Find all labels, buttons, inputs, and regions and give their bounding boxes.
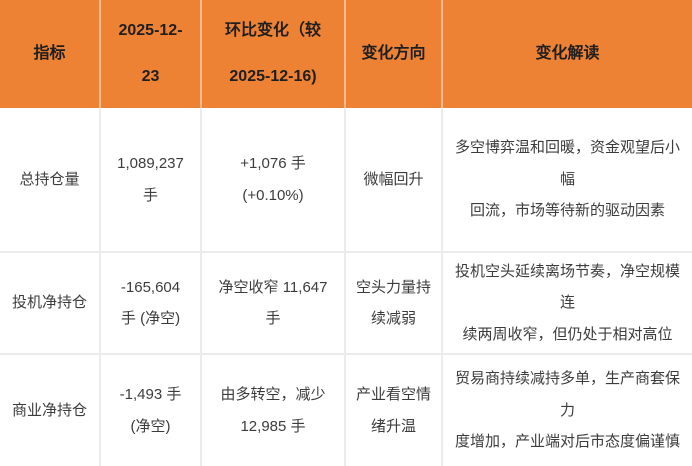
header-cell-wow-change: 环比变化（较 2025-12-16) xyxy=(202,0,346,108)
row-spec-net-interpretation: 投机空头延续离场节奏，净空规模连 续两周收窄，但仍处于相对高位 xyxy=(443,251,692,353)
row-total-oi-interpretation: 多空博弈温和回暖，资金观望后小幅 回流，市场等待新的驱动因素 xyxy=(454,139,680,220)
row-spec-net-direction: 空头力量持 续减弱 xyxy=(346,251,443,353)
row-spec-net-value: -165,604 手 (净空) xyxy=(101,251,202,353)
row-comm-net-indicator: 商业净持仓 xyxy=(0,353,101,466)
row-total-oi-value: 1,089,237 手 xyxy=(101,108,202,251)
header-cell-direction: 变化方向 xyxy=(346,0,443,108)
row-total-oi-indicator: 总持仓量 xyxy=(0,108,101,251)
row-comm-net-direction: 产业看空情 绪升温 xyxy=(346,353,443,466)
header-cell-current-date: 2025-12- 23 xyxy=(101,0,202,108)
row-comm-net-change: 由多转空，减少 12,985 手 xyxy=(202,353,346,466)
header-cell-indicator: 指标 xyxy=(0,0,101,108)
row-comm-net-value: -1,493 手 (净空) xyxy=(101,353,202,466)
row-comm-net-interpretation: 贸易商持续减持多单，生产商套保力 度增加，产业端对后市态度偏谨慎 xyxy=(443,353,692,466)
row-spec-net-indicator: 投机净持仓 xyxy=(0,251,101,353)
row-total-oi-direction: 微幅回升 xyxy=(346,108,443,251)
header-cell-interpretation: 变化解读 xyxy=(443,0,692,108)
row-spec-net-change: 净空收窄 11,647 手 xyxy=(202,251,346,353)
row-total-oi-change: +1,076 手 (+0.10%) xyxy=(202,108,346,251)
